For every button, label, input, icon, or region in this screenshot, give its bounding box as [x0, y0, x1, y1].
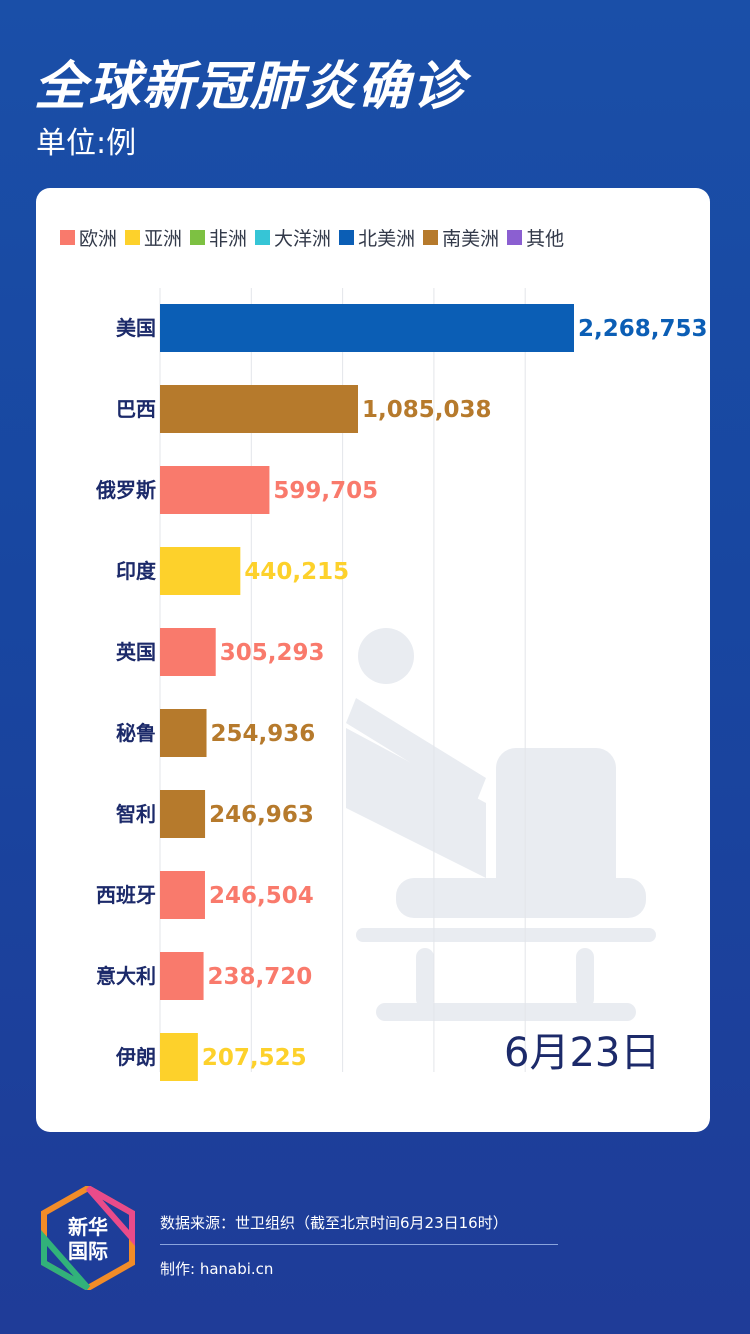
unit-label: 单位:例: [36, 126, 137, 161]
category-label: 美国: [116, 316, 156, 340]
bar: [160, 709, 207, 757]
bar: [160, 952, 204, 1000]
bar: [160, 547, 241, 595]
value-label: 246,963: [209, 802, 314, 828]
bar: [160, 466, 270, 514]
legend-label: 南美洲: [442, 228, 500, 250]
legend-swatch: [507, 230, 523, 245]
category-label: 印度: [116, 559, 157, 583]
legend-item: 非洲: [190, 224, 247, 251]
value-label: 246,504: [209, 883, 314, 909]
category-label: 巴西: [116, 397, 156, 421]
legend-swatch: [339, 230, 355, 245]
value-label: 440,215: [244, 559, 349, 585]
bar-chart: 美国 2,268,753 巴西 1,085,038 俄罗斯 599,705 印度 440,21…: [95, 288, 708, 1081]
legend-swatch: [60, 230, 75, 245]
chart-card: 欧洲 亚洲 非洲 大洋洲 北美洲 南美洲 其他 美国 2,268,753 巴西 1,085,038…: [36, 188, 710, 1132]
category-label: 伊朗: [115, 1045, 156, 1069]
legend: 欧洲 亚洲 非洲 大洋洲 北美洲 南美洲 其他: [60, 224, 572, 251]
data-source: 数据来源：世卫组织（截至北京时间6月23日16时）: [160, 1214, 508, 1232]
value-label: 254,936: [211, 721, 316, 747]
bar: [160, 304, 574, 352]
bar: [160, 1033, 198, 1081]
category-label: 英国: [116, 640, 156, 664]
value-label: 2,268,753: [578, 316, 708, 342]
legend-item: 其他: [507, 224, 564, 251]
legend-item: 大洋洲: [255, 224, 331, 251]
category-label: 秘鲁: [116, 721, 156, 745]
legend-label: 北美洲: [358, 228, 416, 250]
legend-label: 非洲: [209, 228, 248, 250]
svg-text:国际: 国际: [68, 1239, 108, 1263]
value-label: 305,293: [220, 640, 325, 666]
category-label: 俄罗斯: [95, 478, 156, 502]
legend-item: 南美洲: [423, 224, 499, 251]
value-label: 238,720: [208, 964, 313, 990]
svg-text:新华: 新华: [68, 1215, 108, 1239]
date-label: 6月23日: [504, 1030, 661, 1076]
page-title: 全球新冠肺炎确诊: [34, 57, 467, 117]
made-by: 制作: hanabi.cn: [160, 1260, 274, 1278]
bar: [160, 871, 205, 919]
bar: [160, 790, 206, 838]
bar: [160, 628, 216, 676]
legend-swatch: [255, 230, 271, 245]
legend-label: 大洋洲: [274, 228, 332, 250]
legend-label: 亚洲: [144, 228, 183, 250]
legend-swatch: [423, 230, 439, 245]
category-label: 意大利: [96, 964, 156, 988]
legend-label: 欧洲: [79, 228, 118, 250]
xinhua-logo-icon: 新华 国际: [41, 1186, 135, 1290]
legend-item: 欧洲: [60, 224, 117, 251]
legend-item: 北美洲: [339, 224, 415, 251]
legend-swatch: [190, 230, 206, 245]
category-label: 智利: [116, 802, 156, 826]
value-label: 1,085,038: [362, 397, 492, 423]
legend-swatch: [125, 230, 141, 245]
category-label: 西班牙: [96, 883, 156, 907]
bar: [160, 385, 358, 433]
footer-divider: [160, 1244, 558, 1245]
legend-label: 其他: [526, 228, 565, 250]
value-label: 207,525: [202, 1045, 307, 1071]
value-label: 599,705: [273, 478, 378, 504]
watermark-icon: [346, 628, 656, 1021]
legend-item: 亚洲: [125, 224, 182, 251]
